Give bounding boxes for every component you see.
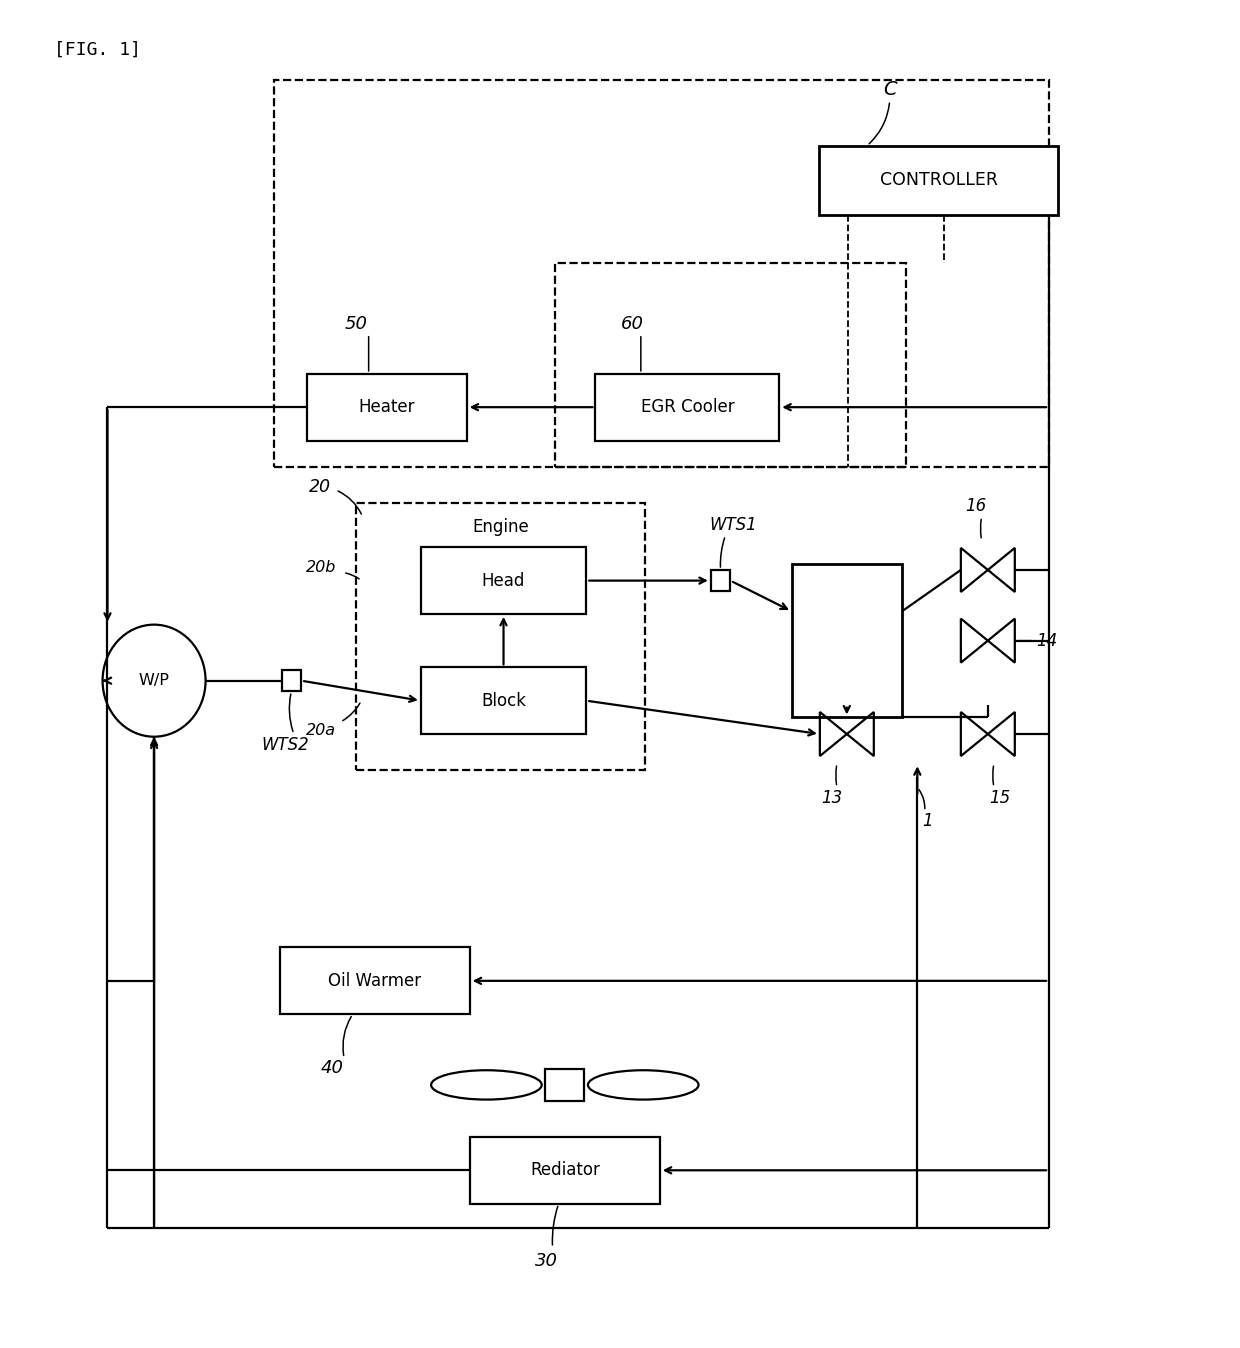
Text: 16: 16	[965, 497, 986, 515]
Text: Engine: Engine	[472, 518, 529, 537]
Text: 15: 15	[990, 789, 1011, 807]
Text: 20a: 20a	[306, 723, 336, 737]
FancyBboxPatch shape	[470, 1136, 660, 1204]
Bar	[546, 1069, 584, 1101]
FancyBboxPatch shape	[420, 547, 587, 613]
Text: 14: 14	[1037, 632, 1058, 650]
Text: WTS1: WTS1	[709, 515, 756, 534]
Bar	[711, 570, 730, 592]
Text: 20: 20	[309, 479, 331, 496]
Text: 50: 50	[345, 315, 368, 333]
FancyBboxPatch shape	[791, 563, 901, 717]
Text: Heater: Heater	[358, 398, 415, 417]
Text: 60: 60	[621, 315, 644, 333]
FancyBboxPatch shape	[280, 948, 470, 1014]
FancyBboxPatch shape	[420, 667, 587, 735]
Text: Head: Head	[482, 572, 526, 589]
Text: C: C	[883, 80, 897, 100]
Text: CONTROLLER: CONTROLLER	[880, 171, 998, 189]
FancyBboxPatch shape	[820, 146, 1058, 216]
Text: 30: 30	[534, 1252, 558, 1270]
FancyBboxPatch shape	[595, 373, 780, 441]
Text: [FIG. 1]: [FIG. 1]	[53, 40, 140, 58]
Text: Block: Block	[481, 692, 526, 709]
Text: 1: 1	[921, 811, 932, 830]
Text: EGR Cooler: EGR Cooler	[641, 398, 734, 417]
Text: Oil Warmer: Oil Warmer	[329, 972, 422, 989]
Text: Rediator: Rediator	[529, 1161, 600, 1180]
Text: 20b: 20b	[305, 559, 336, 574]
Bar	[356, 503, 645, 770]
Text: W/P: W/P	[139, 673, 170, 689]
FancyBboxPatch shape	[308, 373, 466, 441]
Bar	[556, 263, 905, 468]
Bar	[274, 81, 1049, 468]
Text: WTS2: WTS2	[262, 736, 309, 754]
Text: 40: 40	[320, 1058, 343, 1077]
Text: 13: 13	[821, 789, 843, 807]
Bar	[281, 670, 301, 692]
